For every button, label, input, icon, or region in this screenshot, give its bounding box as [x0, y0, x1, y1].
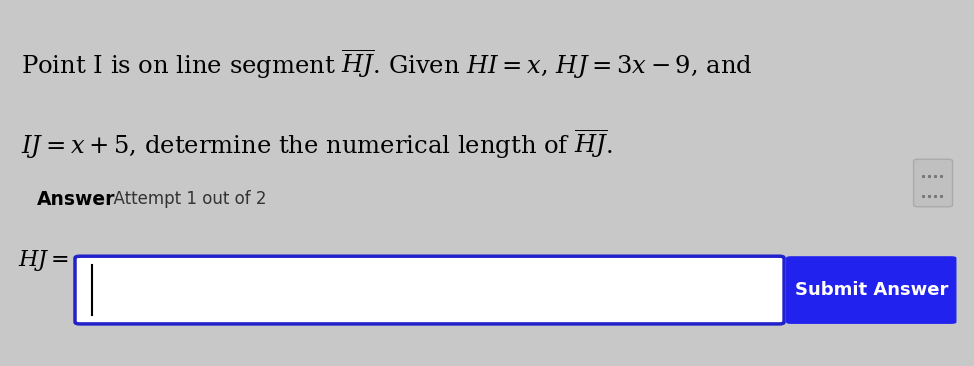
Text: Submit Answer: Submit Answer	[795, 281, 948, 299]
FancyBboxPatch shape	[914, 159, 953, 207]
Text: Answer: Answer	[37, 190, 116, 209]
Text: $HJ =$: $HJ =$	[18, 248, 69, 273]
Text: Point I is on line segment $\overline{HJ}$. Given $HI = x$, $HJ = 3x - 9$, and: Point I is on line segment $\overline{HJ…	[21, 48, 753, 81]
Text: Attempt 1 out of 2: Attempt 1 out of 2	[103, 190, 267, 208]
FancyBboxPatch shape	[786, 256, 956, 324]
FancyBboxPatch shape	[75, 256, 784, 324]
Text: $IJ = x + 5$, determine the numerical length of $\overline{HJ}$.: $IJ = x + 5$, determine the numerical le…	[21, 128, 614, 161]
